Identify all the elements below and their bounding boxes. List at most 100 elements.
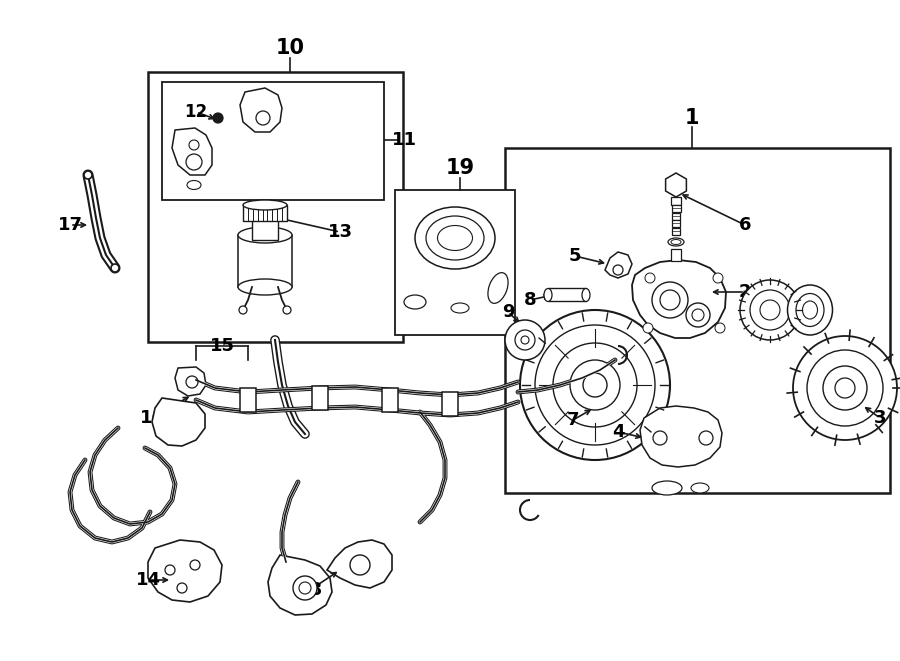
Polygon shape	[640, 406, 722, 467]
Circle shape	[652, 282, 688, 318]
Circle shape	[613, 265, 623, 275]
Circle shape	[686, 303, 710, 327]
Bar	[671, 249, 681, 261]
Circle shape	[699, 431, 713, 445]
Circle shape	[583, 373, 607, 397]
Circle shape	[515, 330, 535, 350]
Ellipse shape	[426, 216, 484, 260]
Text: 9: 9	[502, 303, 514, 321]
Circle shape	[570, 360, 620, 410]
Circle shape	[350, 555, 370, 575]
Text: 3: 3	[874, 409, 886, 427]
Text: 5: 5	[569, 247, 581, 265]
Ellipse shape	[488, 272, 508, 303]
Bar	[252, 218, 278, 240]
Circle shape	[521, 336, 529, 344]
Bar	[442, 392, 458, 416]
Ellipse shape	[671, 239, 681, 245]
Circle shape	[165, 565, 175, 575]
Ellipse shape	[788, 285, 832, 335]
Bar	[395, 190, 515, 335]
Ellipse shape	[451, 303, 469, 313]
Circle shape	[293, 576, 317, 600]
Circle shape	[299, 582, 311, 594]
Text: 6: 6	[739, 216, 752, 234]
Polygon shape	[327, 540, 392, 588]
Ellipse shape	[187, 180, 201, 190]
Bar	[672, 228, 680, 235]
Polygon shape	[268, 555, 332, 615]
Bar	[382, 388, 398, 412]
Circle shape	[213, 113, 223, 123]
Circle shape	[283, 306, 291, 314]
Circle shape	[553, 343, 637, 427]
Circle shape	[186, 154, 202, 170]
Circle shape	[643, 323, 653, 333]
Polygon shape	[152, 398, 205, 446]
Circle shape	[793, 336, 897, 440]
Circle shape	[653, 431, 667, 445]
Ellipse shape	[803, 301, 817, 319]
Ellipse shape	[243, 200, 287, 210]
Ellipse shape	[111, 264, 119, 272]
Polygon shape	[605, 252, 632, 278]
Circle shape	[835, 378, 855, 398]
Circle shape	[535, 325, 655, 445]
Text: 18: 18	[297, 581, 322, 599]
Circle shape	[189, 140, 199, 150]
Text: 4: 4	[612, 423, 625, 441]
Ellipse shape	[238, 227, 292, 243]
Circle shape	[760, 300, 780, 320]
Circle shape	[823, 366, 867, 410]
Ellipse shape	[84, 171, 92, 179]
Text: 14: 14	[136, 571, 160, 589]
Circle shape	[645, 273, 655, 283]
Ellipse shape	[668, 238, 684, 246]
Text: 8: 8	[524, 291, 536, 309]
Ellipse shape	[404, 295, 426, 309]
Circle shape	[740, 280, 800, 340]
Text: 2: 2	[739, 283, 752, 301]
Bar	[238, 235, 292, 287]
Polygon shape	[175, 367, 206, 396]
Text: 15: 15	[210, 337, 235, 355]
Bar	[243, 205, 287, 221]
Text: 17: 17	[58, 216, 83, 234]
Text: 12: 12	[184, 103, 208, 121]
Ellipse shape	[582, 288, 590, 301]
Bar	[312, 386, 328, 410]
Bar	[671, 213, 680, 220]
Ellipse shape	[691, 483, 709, 493]
Circle shape	[660, 290, 680, 310]
Circle shape	[177, 583, 187, 593]
Text: 1: 1	[685, 108, 699, 128]
Circle shape	[520, 310, 670, 460]
Polygon shape	[240, 88, 282, 132]
Circle shape	[713, 273, 723, 283]
Text: 11: 11	[392, 131, 417, 149]
Bar	[671, 205, 680, 212]
Text: 10: 10	[275, 38, 304, 58]
Text: 16: 16	[140, 409, 165, 427]
Ellipse shape	[437, 225, 472, 251]
Bar	[162, 82, 384, 200]
Text: 7: 7	[567, 411, 580, 429]
Circle shape	[807, 350, 883, 426]
Ellipse shape	[796, 293, 824, 327]
Bar	[548, 288, 586, 301]
Circle shape	[190, 560, 200, 570]
Ellipse shape	[544, 288, 552, 301]
Polygon shape	[632, 260, 726, 338]
Text: 19: 19	[446, 158, 474, 178]
Ellipse shape	[238, 279, 292, 295]
Ellipse shape	[415, 207, 495, 269]
Circle shape	[750, 290, 790, 330]
Circle shape	[186, 376, 198, 388]
Circle shape	[256, 111, 270, 125]
Bar	[148, 72, 403, 342]
Ellipse shape	[652, 481, 682, 495]
Text: 13: 13	[328, 223, 353, 241]
Polygon shape	[148, 540, 222, 602]
Polygon shape	[172, 128, 212, 175]
Bar	[671, 197, 681, 205]
